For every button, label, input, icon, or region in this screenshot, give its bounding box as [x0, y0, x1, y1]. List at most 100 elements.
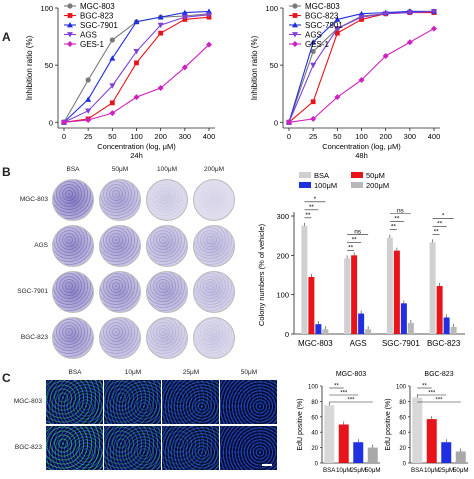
- dish-row-label: BGC-823: [20, 334, 48, 341]
- dish-column-label: 100μM: [156, 166, 177, 173]
- y-tick-label: 40: [311, 431, 318, 437]
- x-tick-label: 25μM: [438, 467, 454, 474]
- x-tick-label: 0: [287, 132, 291, 141]
- y-tick-label: 20: [311, 446, 318, 452]
- y-tick-label: 100: [308, 385, 319, 391]
- legend-label: 50μM: [366, 171, 385, 180]
- y-tick-label: 60: [399, 415, 406, 421]
- legend-swatch: [299, 182, 311, 188]
- colony-dish: [52, 271, 94, 313]
- bar-50μm: [308, 276, 315, 334]
- x-tick-label: 200: [379, 132, 392, 141]
- x-tick-label: BSA: [411, 467, 424, 474]
- edu-image-grid: BSA 10μM 25μM 50μM MGC-803 BGC-823: [0, 368, 277, 479]
- dish-column-label: 50μM: [111, 166, 129, 173]
- data-point-ges-1: [85, 117, 92, 123]
- legend-swatch: [351, 172, 363, 178]
- significance-label: **: [422, 384, 427, 390]
- colony-dish: [99, 179, 141, 221]
- data-point-ags: [334, 26, 341, 32]
- y-axis-title: Inhibition ratio (%): [250, 35, 259, 100]
- legend-marker: [292, 32, 298, 38]
- x-axis-title: Concentration (log, μM): [322, 142, 401, 151]
- data-point-ags: [206, 12, 212, 18]
- bar-100μm: [315, 324, 322, 334]
- data-point-mgc-803: [85, 77, 91, 83]
- legend-marker: [67, 32, 73, 38]
- legend-label: SGC-7901: [80, 21, 118, 30]
- colony-dish: [146, 225, 188, 267]
- colony-dish: [99, 317, 141, 359]
- bar-100μm: [443, 317, 450, 334]
- image-row-label: MGC-803: [13, 398, 42, 405]
- colony-dish: [146, 317, 188, 359]
- legend-label: MGC-803: [305, 2, 340, 11]
- data-point-ags: [133, 49, 140, 55]
- line-chart-48h: 0 50 100 0 25 50 100 200 300 400 Concentration (lo…: [250, 2, 441, 160]
- y-tick-label: 50: [270, 61, 278, 70]
- data-point-bgc-823: [334, 30, 340, 36]
- bar-200μm: [365, 329, 372, 334]
- colony-dish: [193, 271, 235, 313]
- x-axis-title: Concentration (log, μM): [97, 142, 176, 151]
- x-tick-label: 400: [428, 132, 441, 141]
- data-point-ges-1: [181, 64, 188, 71]
- legend-marker: [292, 41, 298, 47]
- data-point-ges-1: [358, 77, 365, 83]
- significance-label: **: [391, 224, 397, 231]
- y-tick-label: 0: [274, 118, 278, 127]
- fluorescence-image: [104, 380, 161, 424]
- y-tick-label: 40: [399, 431, 406, 437]
- data-point-ges-1: [310, 115, 317, 122]
- colony-dish: [99, 271, 141, 313]
- legend-label: BGC-823: [80, 12, 114, 21]
- data-point-ags: [310, 62, 317, 69]
- data-point-ags: [358, 14, 365, 21]
- bar-bsa: [324, 405, 335, 463]
- data-point-ags: [181, 14, 188, 21]
- bar-100μm: [400, 303, 407, 334]
- x-tick-label: 50μM: [365, 467, 381, 474]
- edu-bar-chart-bgc823: BGC-823 0 20 40 60 80 100 EdU positive (%) BSA 10…: [385, 371, 469, 474]
- fluorescence-image: [46, 380, 103, 424]
- significance-label: ns: [397, 208, 405, 215]
- x-tick-label: 100: [130, 132, 143, 141]
- bar-50μm: [436, 286, 443, 334]
- data-point-sgc-7901: [157, 14, 164, 20]
- bar-100μm: [358, 313, 365, 334]
- data-point-sgc-7901: [181, 9, 188, 15]
- x-tick-label: 300: [404, 132, 417, 141]
- y-tick-label: 0: [49, 118, 53, 127]
- significance-label: **: [394, 216, 400, 223]
- data-point-ags: [85, 108, 92, 114]
- colony-dish: [146, 271, 188, 313]
- significance-label: ***: [347, 398, 355, 404]
- colony-dish: [99, 225, 141, 267]
- significance-label: ***: [340, 391, 348, 397]
- y-axis-title: EdU positive (%): [385, 398, 392, 450]
- legend-label: 100μM: [314, 181, 337, 190]
- bar-50μm: [455, 451, 466, 463]
- y-tick-label: 60: [311, 415, 318, 421]
- significance-label: **: [434, 228, 440, 235]
- data-point-sgc-7901: [310, 39, 317, 45]
- data-point-ags: [382, 11, 389, 17]
- legend-label: AGS: [305, 31, 322, 40]
- legend-marker: [67, 13, 73, 18]
- line-chart-24h: 0 50 100 0 25 50 100 200 300 400 Concentration (lo…: [25, 2, 215, 160]
- x-tick-label: SGC-7901: [382, 339, 420, 348]
- significance-label: **: [437, 220, 443, 227]
- legend-label: 200μM: [366, 181, 389, 190]
- x-tick-label: 0: [62, 132, 66, 141]
- image-column-label: 25μM: [182, 369, 200, 376]
- y-tick-label: 0: [315, 462, 319, 468]
- data-point-bgc-823: [310, 99, 316, 105]
- data-point-ges-1: [431, 25, 437, 32]
- bar-200μm: [322, 329, 329, 334]
- y-tick-label: 100: [40, 4, 53, 13]
- image-column-label: BSA: [68, 369, 82, 376]
- y-axis-title: EdU positive (%): [297, 398, 304, 450]
- x-tick-label: 10μM: [424, 467, 440, 474]
- x-tick-label: MGC-803: [298, 339, 333, 348]
- data-point-ges-1: [61, 119, 67, 126]
